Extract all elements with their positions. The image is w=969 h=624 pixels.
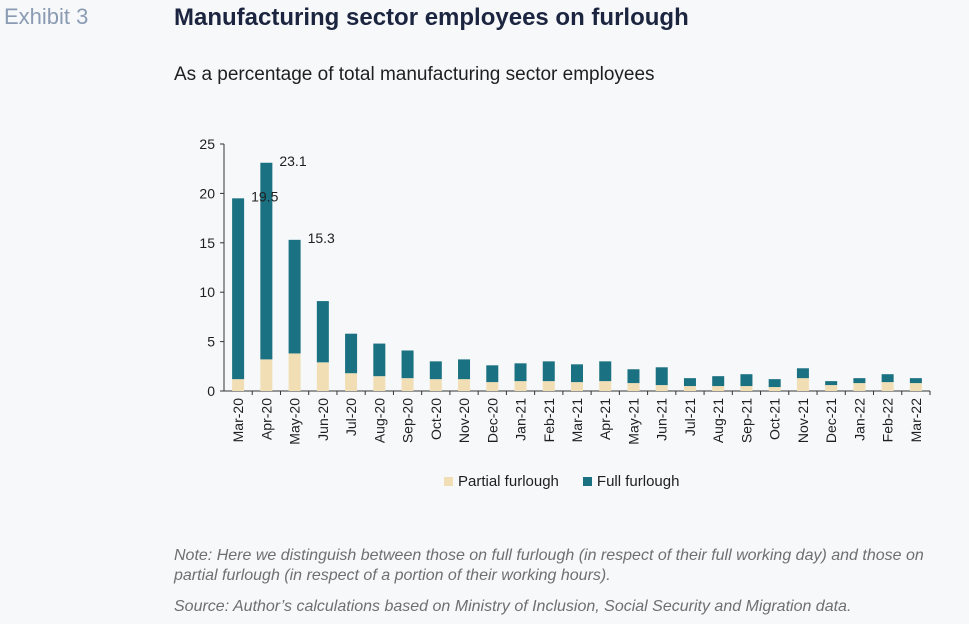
x-tick-label: Dec-20 [484, 398, 500, 443]
legend-label-full: Full furlough [596, 473, 680, 490]
bar-full-furlough [260, 162, 273, 360]
exhibit-label: Exhibit 3 [4, 4, 89, 29]
x-tick-label: May-20 [287, 398, 303, 445]
x-tick-label: Apr-20 [258, 398, 274, 440]
bar-full-furlough [796, 368, 809, 379]
x-tick-label: Jul-21 [682, 398, 698, 436]
bar-full-furlough [627, 369, 640, 384]
bar-partial-furlough [316, 362, 329, 391]
bar-full-furlough [909, 378, 922, 384]
x-tick-label: Dec-21 [823, 398, 839, 443]
x-tick-label: Jan-21 [513, 398, 529, 441]
x-tick-label: Mar-20 [230, 398, 246, 443]
bar-partial-furlough [542, 381, 555, 391]
x-tick-label: Jun-20 [315, 398, 331, 441]
x-tick-label: Feb-22 [880, 398, 896, 443]
x-tick-label: Mar-21 [569, 398, 585, 443]
bar-full-furlough [768, 379, 781, 388]
legend-swatch-full [582, 477, 592, 486]
legend: Partial furlough Full furlough [444, 473, 703, 490]
bar-partial-furlough [740, 386, 753, 391]
bar-full-furlough [458, 359, 471, 380]
bar-partial-furlough [712, 386, 725, 391]
bar-partial-furlough [853, 383, 866, 391]
bar-partial-furlough [683, 386, 696, 391]
bar-full-furlough [232, 198, 245, 380]
legend-item-partial: Partial furlough [444, 473, 559, 490]
y-tick-label: 15 [199, 235, 215, 251]
bar-full-furlough [853, 378, 866, 384]
bar-full-furlough [486, 365, 499, 383]
bar-full-furlough [514, 363, 527, 382]
bar-full-furlough [373, 343, 386, 377]
bar-partial-furlough [429, 379, 442, 391]
data-label: 15.3 [308, 230, 335, 246]
bar-full-furlough [345, 333, 358, 374]
bar-partial-furlough [768, 387, 781, 391]
bar-partial-furlough [796, 378, 809, 391]
x-tick-label: Nov-20 [456, 398, 472, 443]
x-tick-label: Mar-22 [908, 398, 924, 443]
x-tick-label: Sep-20 [400, 398, 416, 443]
y-tick-label: 5 [207, 334, 215, 350]
bar-partial-furlough [486, 382, 499, 391]
x-tick-label: Aug-21 [710, 398, 726, 443]
y-tick-label: 0 [207, 383, 215, 399]
bar-full-furlough [655, 367, 668, 386]
chart-note: Note: Here we distinguish between those … [174, 547, 924, 584]
y-tick-label: 10 [199, 284, 215, 300]
bar-partial-furlough [288, 353, 301, 391]
bar-partial-furlough [401, 378, 414, 391]
x-tick-label: Aug-20 [371, 398, 387, 443]
bar-partial-furlough [514, 381, 527, 391]
legend-label-partial: Partial furlough [458, 473, 559, 490]
bar-partial-furlough [232, 379, 245, 391]
bar-partial-furlough [655, 385, 668, 391]
bar-full-furlough [683, 378, 696, 387]
x-tick-label: Apr-21 [597, 398, 613, 440]
chart-source: Source: Author’s calculations based on M… [174, 598, 852, 615]
bar-full-furlough [288, 239, 301, 354]
bar-partial-furlough [909, 383, 922, 391]
bar-full-furlough [881, 374, 894, 383]
legend-item-full: Full furlough [582, 473, 680, 490]
x-tick-label: Jan-22 [851, 398, 867, 441]
x-tick-label: May-21 [625, 398, 641, 445]
bar-partial-furlough [627, 383, 640, 391]
x-tick-label: Jun-21 [654, 398, 670, 441]
data-label: 23.1 [279, 153, 306, 169]
x-tick-label: Nov-21 [795, 398, 811, 443]
x-tick-label: Oct-21 [767, 398, 783, 440]
bar-full-furlough [401, 350, 414, 379]
bar-partial-furlough [599, 381, 612, 391]
bar-full-furlough [740, 374, 753, 387]
bar-full-furlough [542, 361, 555, 382]
x-tick-label: Oct-20 [428, 398, 444, 440]
bar-partial-furlough [345, 373, 358, 391]
bar-partial-furlough [881, 382, 894, 391]
bar-full-furlough [599, 361, 612, 382]
bar-full-furlough [571, 364, 583, 383]
bar-partial-furlough [373, 376, 386, 391]
bar-partial-furlough [571, 382, 583, 391]
bar-full-furlough [825, 381, 838, 386]
y-tick-label: 25 [199, 136, 215, 152]
legend-swatch-partial [444, 477, 453, 486]
bar-partial-furlough [825, 385, 838, 391]
bar-full-furlough [429, 361, 442, 380]
bar-partial-furlough [260, 359, 273, 391]
y-tick-label: 20 [199, 185, 215, 201]
x-tick-label: Sep-21 [738, 398, 754, 443]
bar-full-furlough [712, 376, 725, 387]
chart-title: Manufacturing sector employees on furlou… [174, 4, 689, 31]
data-label: 19.5 [251, 188, 278, 204]
bar-full-furlough [316, 301, 329, 363]
bar-partial-furlough [458, 379, 471, 391]
x-tick-label: Feb-21 [541, 398, 557, 443]
chart-subtitle: As a percentage of total manufacturing s… [174, 64, 655, 85]
x-tick-label: Jul-20 [343, 398, 359, 436]
